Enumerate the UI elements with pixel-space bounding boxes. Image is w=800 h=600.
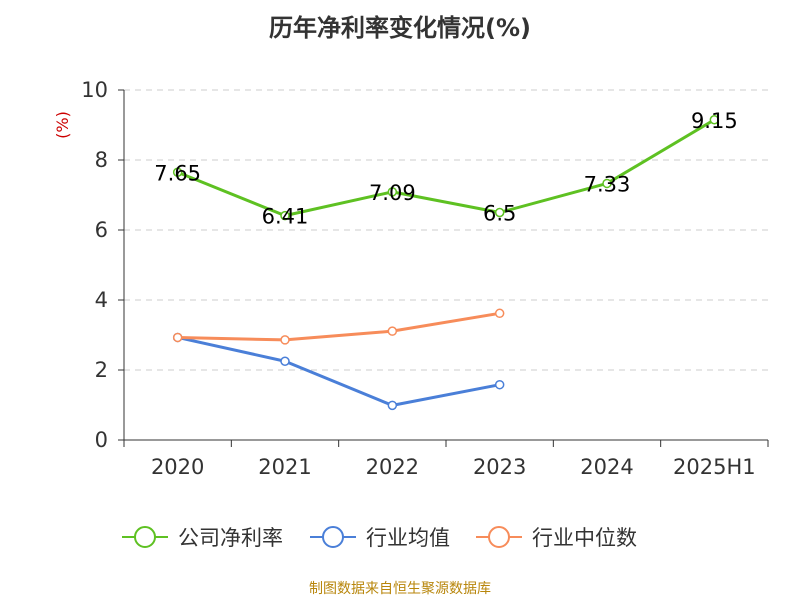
data-point <box>172 167 183 177</box>
y-tick-label: 0 <box>95 428 108 452</box>
x-tick-label: 2025H1 <box>673 455 756 479</box>
data-point <box>280 335 290 345</box>
y-tick-label: 8 <box>95 148 108 172</box>
data-label: 7.09 <box>369 181 416 205</box>
x-tick-label: 2022 <box>366 455 419 479</box>
legend-marker <box>488 526 510 548</box>
series-line <box>177 311 500 342</box>
data-label: 6.5 <box>483 202 516 226</box>
data-label: 7.65 <box>154 161 201 185</box>
data-point <box>172 332 183 343</box>
data-label: 9.15 <box>691 109 738 133</box>
y-tick-label: 2 <box>95 358 108 382</box>
data-point <box>494 207 505 218</box>
legend-marker <box>322 526 344 548</box>
series-line <box>177 118 716 218</box>
legend-label: 公司净利率 <box>178 526 283 550</box>
data-point <box>602 178 612 189</box>
y-axis-label: (%) <box>53 111 72 139</box>
data-point <box>280 356 290 366</box>
data-point <box>387 400 398 411</box>
data-label: 6.41 <box>262 205 309 229</box>
chart-title: 历年净利率变化情况(%) <box>269 14 531 42</box>
source-footer: 制图数据来自恒生聚源数据库 <box>309 581 491 597</box>
x-tick-label: 2024 <box>580 455 633 479</box>
x-tick-label: 2021 <box>258 455 311 479</box>
data-point <box>387 187 398 197</box>
data-point <box>494 379 505 390</box>
legend-marker <box>134 526 156 548</box>
data-point <box>387 326 398 336</box>
legend-label: 行业均值 <box>366 526 450 550</box>
y-tick-label: 6 <box>95 218 108 242</box>
y-tick-label: 4 <box>95 288 108 312</box>
data-point <box>709 115 720 125</box>
x-tick-label: 2020 <box>151 455 204 479</box>
data-point <box>494 308 505 319</box>
series-line <box>177 335 500 407</box>
data-label: 7.33 <box>584 172 631 196</box>
y-tick-label: 10 <box>81 78 108 102</box>
data-point <box>280 210 290 221</box>
x-tick-label: 2023 <box>473 455 526 479</box>
legend-label: 行业中位数 <box>532 526 637 550</box>
